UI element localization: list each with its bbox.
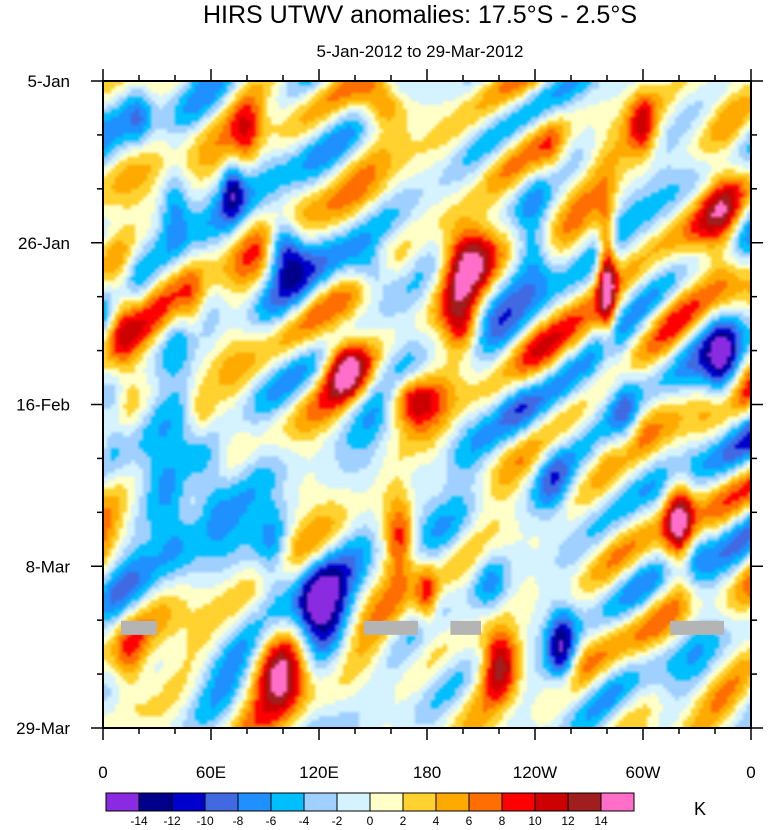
- missing-data-bar-1: [364, 620, 418, 635]
- colorbar-box-4: [237, 792, 272, 812]
- x-tick-label: 180: [413, 763, 441, 782]
- colorbar-box-14: [567, 792, 602, 812]
- colorbar-label-6: -2: [332, 814, 343, 828]
- y-tick-label: 26-Jan: [18, 234, 70, 253]
- colorbar-box-6: [303, 792, 338, 812]
- anomaly-heatmap: [103, 81, 751, 728]
- colorbar-label-10: 6: [466, 814, 473, 828]
- colorbar-label-0: -14: [130, 814, 148, 828]
- colorbar-label-11: 8: [499, 814, 506, 828]
- x-tick-label: 120W: [513, 763, 557, 782]
- x-tick-label: 0: [746, 763, 755, 782]
- y-tick-label: 29-Mar: [16, 719, 70, 738]
- colorbar-box-12: [501, 792, 536, 812]
- colorbar-labels: -14 -12 -10 -8 -6 -4 -2 0 2 4 6 8 10 12 14: [130, 814, 608, 828]
- colorbar-box-9: [402, 792, 437, 812]
- colorbar-box-11: [468, 792, 503, 812]
- missing-data-bar-0: [121, 620, 157, 635]
- colorbar-label-7: 0: [367, 814, 374, 828]
- colorbar-box-5: [270, 792, 305, 812]
- colorbar-label-3: -8: [233, 814, 244, 828]
- missing-data-bar-3: [670, 620, 724, 635]
- missing-data-bar-2: [450, 620, 481, 635]
- x-tick-label: 60E: [196, 763, 226, 782]
- colorbar-box-1: [138, 792, 173, 812]
- colorbar-label-1: -12: [163, 814, 181, 828]
- colorbar-label-9: 4: [433, 814, 440, 828]
- y-tick-label: 5-Jan: [27, 72, 70, 91]
- colorbar-label-14: 14: [594, 814, 608, 828]
- colorbar-unit: K: [694, 799, 706, 819]
- colorbar-label-8: 2: [400, 814, 407, 828]
- colorbar-label-12: 10: [528, 814, 542, 828]
- x-tick-label: 0: [98, 763, 107, 782]
- colorbar-box-13: [534, 792, 569, 812]
- colorbar-box-3: [204, 792, 239, 812]
- colorbar-boxes: [105, 792, 635, 812]
- x-tick-label: 60W: [626, 763, 661, 782]
- axis-ticks: 0 60E 120E 180 120W 60W 0 5-Jan 26-Jan 16-Feb 8-Ma…: [16, 69, 763, 782]
- y-tick-label: 16-Feb: [16, 396, 70, 415]
- missing-data-layer: [121, 620, 724, 635]
- x-tick-label: 120E: [299, 763, 339, 782]
- colorbar-box-15: [600, 792, 635, 812]
- colorbar-box-8: [369, 792, 404, 812]
- chart-title: HIRS UTWV anomalies: 17.5°S - 2.5°S: [203, 1, 637, 29]
- colorbar-box-7: [336, 792, 371, 812]
- colorbar-box-10: [435, 792, 470, 812]
- colorbar-label-4: -6: [266, 814, 277, 828]
- y-tick-label: 8-Mar: [26, 557, 71, 576]
- chart-subtitle: 5-Jan-2012 to 29-Mar-2012: [317, 42, 524, 61]
- colorbar-label-13: 12: [561, 814, 575, 828]
- colorbar-box-0: [105, 792, 140, 812]
- plot-area: 0 60E 120E 180 120W 60W 0 5-Jan 26-Jan 16-Feb 8-Ma…: [16, 69, 763, 782]
- colorbar-label-2: -10: [196, 814, 214, 828]
- colorbar-label-5: -4: [299, 814, 310, 828]
- colorbar-box-2: [171, 792, 206, 812]
- colorbar: -14 -12 -10 -8 -6 -4 -2 0 2 4 6 8 10 12 14 K: [105, 792, 706, 828]
